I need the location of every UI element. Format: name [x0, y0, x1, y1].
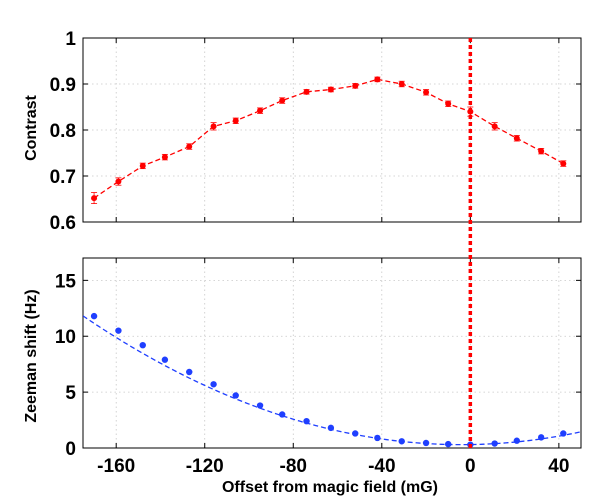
contrast-point [161, 154, 168, 161]
contrast-point [560, 160, 567, 167]
y-tick-label: 5 [65, 383, 76, 404]
contrast-point [513, 135, 520, 142]
zeeman-point [90, 312, 98, 320]
zeeman-point [279, 411, 286, 418]
zeeman-point [256, 402, 264, 409]
zeeman-point [422, 439, 430, 447]
contrast-point [538, 148, 545, 155]
zeeman-point [445, 440, 452, 448]
contrast-plot: 0.6 0.7 0.8 0.9 1 [50, 29, 582, 234]
contrast-point [398, 81, 405, 87]
zeeman-point [210, 381, 217, 388]
x-tick-label: -120 [186, 456, 224, 477]
contrast-point [139, 162, 146, 169]
contrast-point [303, 88, 310, 95]
plot-frame [82, 37, 582, 223]
zeeman-point [491, 440, 498, 447]
zeeman-point [352, 430, 359, 437]
contrast-point [91, 195, 98, 202]
zeeman-point [537, 434, 545, 441]
contrast-point [491, 123, 498, 130]
zeeman-point [327, 424, 335, 432]
zeeman-point [398, 438, 405, 445]
x-tick-label: 40 [548, 456, 569, 477]
contrast-point [374, 76, 381, 83]
contrast-point [186, 143, 193, 150]
zeeman-y-axis-label: Zeeman shift (Hz) [23, 289, 40, 422]
zeeman-point [139, 341, 146, 349]
contrast-point [423, 89, 430, 96]
contrast-point [210, 123, 217, 130]
contrast-point [232, 117, 239, 124]
contrast-point [115, 178, 122, 185]
contrast-point [257, 107, 264, 114]
contrast-point [279, 97, 286, 104]
zeeman-point [303, 417, 310, 425]
y-tick-label: 1 [65, 29, 76, 50]
zeeman-point [161, 356, 169, 363]
x-tick-label: -80 [280, 456, 307, 477]
y-tick-label: 0.6 [50, 213, 76, 234]
x-tick-label: 0 [465, 456, 476, 477]
contrast-point [445, 100, 452, 107]
y-tick-label: 0.8 [50, 121, 76, 142]
series-group [83, 312, 581, 448]
x-axis-label: Offset from magic field (mG) [222, 479, 438, 496]
x-tick-label: -160 [97, 456, 135, 477]
contrast-point [327, 86, 334, 93]
zeeman-point [374, 434, 381, 442]
zeeman-point [513, 437, 521, 444]
plot-area [83, 258, 581, 448]
x-tick-label: -40 [368, 456, 395, 477]
zeeman-point [560, 430, 567, 437]
y-tick-label: 0.9 [50, 75, 76, 96]
y-tick-label: 15 [55, 271, 77, 292]
zeeman-point [115, 327, 122, 334]
contrast-y-axis-label: Contrast [23, 94, 40, 160]
zeeman-shift-plot: -160 -120 -80 -40 0 40 0 5 10 15 [55, 257, 582, 477]
zeeman-point [186, 368, 193, 376]
plot-frame [82, 257, 582, 449]
zeeman-point [232, 392, 239, 399]
y-tick-label: 0 [65, 439, 76, 460]
y-tick-label: 0.7 [50, 167, 76, 188]
contrast-point [352, 82, 359, 89]
series-group [91, 76, 567, 205]
y-tick-label: 10 [55, 327, 76, 348]
